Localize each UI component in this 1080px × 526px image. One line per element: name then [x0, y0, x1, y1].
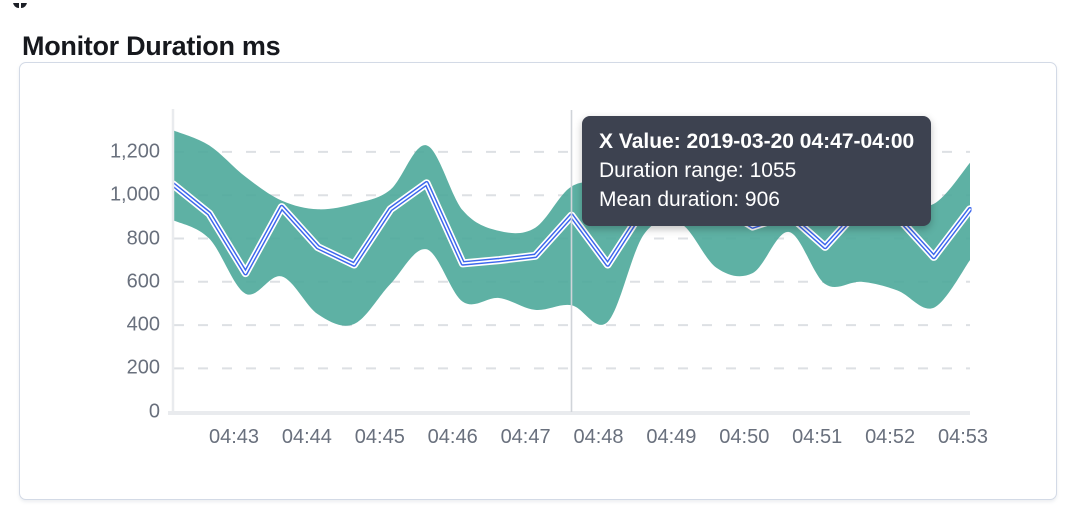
- y-tick-label: 800: [126, 227, 160, 249]
- y-tick-label: 0: [148, 400, 160, 423]
- x-tick-label: 04:51: [792, 426, 843, 448]
- window-corner-artifact: [13, 3, 27, 9]
- x-tick-label: 04:52: [865, 426, 916, 448]
- y-tick-label: 600: [126, 270, 160, 293]
- tooltip-duration-range: Duration range: 1055: [599, 159, 797, 182]
- x-tick-label: 04:44: [281, 426, 332, 448]
- x-tick-label: 04:53: [937, 426, 989, 448]
- x-tick-label: 04:47: [500, 426, 551, 448]
- y-tick-label: 200: [126, 356, 160, 379]
- x-tick-label: 04:49: [646, 426, 697, 448]
- x-tick-label: 04:46: [427, 426, 478, 448]
- x-tick-label: 04:45: [354, 426, 405, 448]
- x-tick-label: 04:48: [573, 426, 624, 448]
- y-tick-label: 400: [126, 313, 160, 336]
- y-tick-label: 1,000: [109, 183, 160, 206]
- page-title: Monitor Duration ms: [22, 31, 281, 62]
- tooltip-x-value: X Value: 2019-03-20 04:47-04:00: [599, 130, 915, 153]
- chart-tooltip: X Value: 2019-03-20 04:47-04:00 Duration…: [582, 116, 932, 226]
- x-tick-label: 04:43: [208, 426, 260, 448]
- y-tick-label: 1,200: [109, 140, 160, 163]
- tooltip-mean-duration: Mean duration: 906: [599, 188, 780, 211]
- x-tick-label: 04:50: [719, 426, 770, 448]
